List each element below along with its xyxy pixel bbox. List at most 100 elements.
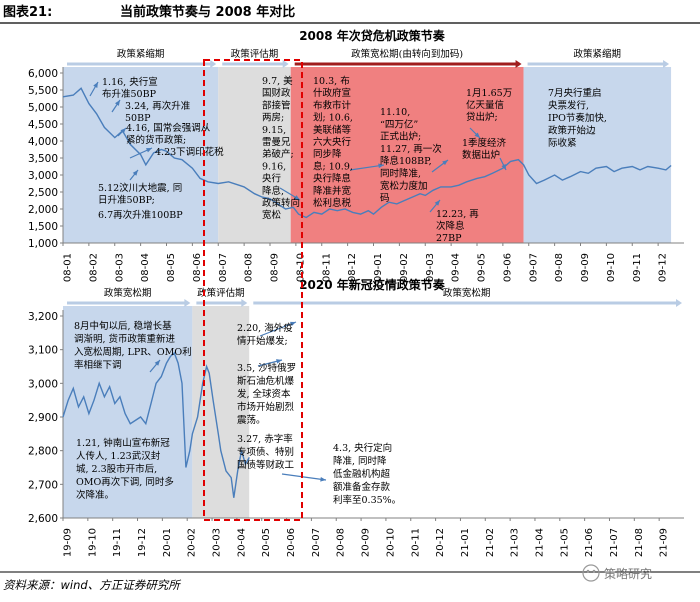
c1-annotation-8-line-2: 正式出炉; — [380, 131, 421, 143]
c2-annotation-4-line-1: 专项债、特别 — [237, 446, 294, 458]
c2-annotation-arrowhead-1 — [290, 321, 296, 327]
c2-annotation-1-line-3: OMO再次下调, 同时多 — [76, 476, 174, 488]
chart1-title: 2008 年次贷危机政策节奏 — [299, 28, 446, 43]
c1-annotation-7: 10.3, 布什政府宣布救市计划; 10.6,美联储等六大央行同步降息; 10.… — [313, 75, 353, 209]
c1-y-tick-label-3: 2,500 — [28, 187, 58, 199]
c2-x-tick-label-2: 19-11 — [112, 528, 123, 557]
chart-2008: 2008 年次贷危机政策节奏 1,000 1,500 2,000 2,500 3,000… — [28, 28, 684, 282]
c1-x-tick-label-13: 09-02 — [399, 253, 410, 282]
c1-annotation-6-line-3: 两房; — [262, 112, 284, 124]
c1-annotation-10-line-1: 数据出炉 — [462, 149, 500, 161]
c2-phase-label-2: 政策宽松期 — [443, 287, 491, 299]
c2-annotation-0-line-1: 调渐明, 货币政策重新进 — [74, 333, 176, 345]
c1-annotation-12-line-4: 际收紧 — [548, 137, 577, 149]
c1-annotation-arrowhead-3 — [146, 148, 152, 153]
c2-annotation-5-line-0: 4.3, 央行定向 — [333, 442, 392, 454]
c2-annotation-0-line-3: 率相继下调 — [74, 359, 122, 371]
c2-x-tick-label-10: 20-07 — [311, 528, 322, 557]
c1-annotation-6-line-4: 9.15, — [262, 125, 286, 136]
c2-annotation-3-line-2: 发, 全球资本 — [237, 388, 291, 400]
chart1-axes: 1,000 1,500 2,000 2,500 3,000 3,500 4,000 4,500… — [28, 67, 684, 282]
c1-x-tick-label-16: 09-05 — [477, 253, 488, 282]
c1-x-tick-label-17: 09-06 — [502, 253, 513, 282]
c1-phase-arrowhead-3 — [663, 60, 670, 68]
c1-annotation-2: 4.16, 国常会强调从紧的货币政策; — [126, 122, 211, 146]
c2-x-tick-label-6: 20-03 — [212, 528, 223, 557]
c1-annotation-12-line-3: 政策开始边 — [548, 125, 596, 137]
c2-x-tick-label-23: 21-08 — [634, 528, 645, 557]
c2-x-tick-label-0: 19-09 — [63, 528, 74, 557]
c1-annotation-8: 11.10, “四万亿”正式出炉; 11.27, 再一次降息108BP,同时降准,宽… — [380, 107, 442, 204]
c1-annotation-0-line-0: 1.16, 央行宣 — [102, 76, 158, 88]
c1-annotation-5-line-0: 6.7再次升准100BP — [98, 209, 183, 221]
chart2-series-line — [62, 351, 250, 498]
c1-annotation-6-line-7: 9.16, — [262, 161, 286, 172]
chart1-series-line — [62, 87, 672, 219]
c2-annotation-arrowhead-2 — [276, 359, 282, 364]
c1-annotation-6-line-5: 雷曼兄 — [262, 137, 291, 148]
c2-phase-arrowhead-2 — [676, 299, 682, 307]
c2-x-tick-label-21: 21-06 — [584, 528, 595, 557]
c1-x-tick-label-7: 08-08 — [244, 253, 255, 282]
c1-annotation-arrowhead-0 — [93, 82, 98, 88]
c1-x-tick-label-19: 09-08 — [554, 253, 565, 282]
c2-y-tick-label-1: 2,700 — [28, 479, 58, 491]
c1-x-tick-label-5: 08-06 — [192, 253, 203, 282]
c2-annotation-1-line-0: 1.21, 钟南山宣布新冠 — [76, 437, 170, 449]
chart2-axes: 2,600 2,700 2,800 2,900 3,000 3,100 3,200 19-09… — [28, 310, 684, 557]
c1-annotation-3-line-0: 4.23下调印花税 — [155, 146, 224, 158]
c1-annotation-8-line-5: 同时降准, — [380, 168, 421, 180]
c1-x-tick-label-9: 08-10 — [295, 253, 306, 282]
c1-phase-band-1 — [218, 67, 291, 243]
c2-phase-band-0 — [63, 306, 193, 518]
c1-x-tick-label-2: 08-03 — [114, 253, 125, 282]
c1-annotation-7-line-9: 降准并宽 — [313, 185, 352, 197]
c1-annotation-arrowhead-4 — [132, 170, 138, 176]
c2-annotation-4-line-2: 国债等财政工 — [237, 459, 295, 471]
c1-annotation-arrowhead-5 — [294, 195, 300, 200]
source-note: 资料来源：wind、方正证券研究所 — [3, 578, 181, 592]
c1-x-tick-label-23: 09-12 — [658, 253, 669, 282]
c2-x-tick-label-15: 20-12 — [435, 528, 446, 557]
c2-annotation-3-line-4: 震荡。 — [237, 414, 266, 426]
wechat-icon-eye-left — [586, 569, 590, 573]
c2-x-tick-label-1: 19-10 — [87, 528, 98, 557]
c1-annotation-6: 9.7, 美国财政部接管两房; 9.15,雷曼兄弟破产; 9.16,央行降息,政策转… — [262, 75, 300, 221]
c2-annotation-arrowhead-0 — [154, 360, 160, 366]
c1-annotation-9: 1月1.65万亿天量信贷出炉; — [466, 88, 512, 123]
c1-y-tick-label-0: 1,000 — [28, 238, 58, 250]
watermark: 策略研究 — [582, 564, 652, 582]
c1-y-tick-label-4: 3,000 — [28, 170, 58, 182]
c1-annotation-11-line-2: 27BP — [436, 233, 462, 244]
c1-y-tick-label-10: 6,000 — [28, 68, 58, 80]
c1-annotation-6-line-8: 央行 — [262, 173, 282, 185]
c1-annotation-12-line-2: IPO节奏加快, — [548, 112, 607, 124]
c2-y-tick-label-3: 2,900 — [28, 412, 58, 424]
c1-x-tick-label-8: 08-09 — [270, 253, 281, 282]
c1-annotation-1: 3.24, 再次升准 50BP — [125, 100, 191, 124]
chart1-phase-backgrounds — [63, 67, 672, 243]
c1-annotation-2-line-1: 紧的货币政策; — [126, 134, 186, 146]
c1-x-tick-label-15: 09-04 — [451, 253, 462, 282]
c1-annotation-8-line-3: 11.27, 再一次 — [380, 143, 442, 155]
c2-x-tick-label-5: 20-02 — [187, 528, 198, 557]
c1-phase-label-3: 政策紧缩期 — [574, 48, 622, 60]
c1-annotation-7-line-10: 松利息税 — [313, 197, 352, 209]
c1-annotation-0: 1.16, 央行宣布升准50BP — [102, 76, 158, 100]
c2-y-tick-label-6: 3,200 — [28, 311, 58, 323]
c1-phase-arrowhead-2 — [515, 60, 522, 68]
c2-annotation-3-line-3: 市场开始剧烈 — [237, 401, 295, 413]
c1-annotation-12-line-1: 央票发行, — [548, 100, 589, 112]
c1-annotation-3: 4.23下调印花税 — [155, 146, 224, 158]
c1-annotation-4-line-1: 日升准50BP; — [98, 195, 155, 206]
c1-x-tick-label-22: 09-11 — [632, 253, 643, 282]
c1-annotation-2-line-0: 4.16, 国常会强调从 — [126, 122, 211, 134]
c2-annotation-2-line-0: 2.20, 海外疫 — [237, 322, 293, 334]
c2-annotation-1-line-1: 人传人, 1.23武汉封 — [76, 450, 161, 462]
c1-annotation-4: 5.12汶川大地震, 同日升准50BP; — [98, 182, 182, 206]
c1-annotation-7-line-4: 美联储等 — [313, 124, 352, 136]
c2-phase-band-1 — [192, 306, 250, 518]
c2-x-tick-label-7: 20-04 — [236, 528, 247, 557]
c2-phase-label-1: 政策评估期 — [197, 287, 245, 299]
